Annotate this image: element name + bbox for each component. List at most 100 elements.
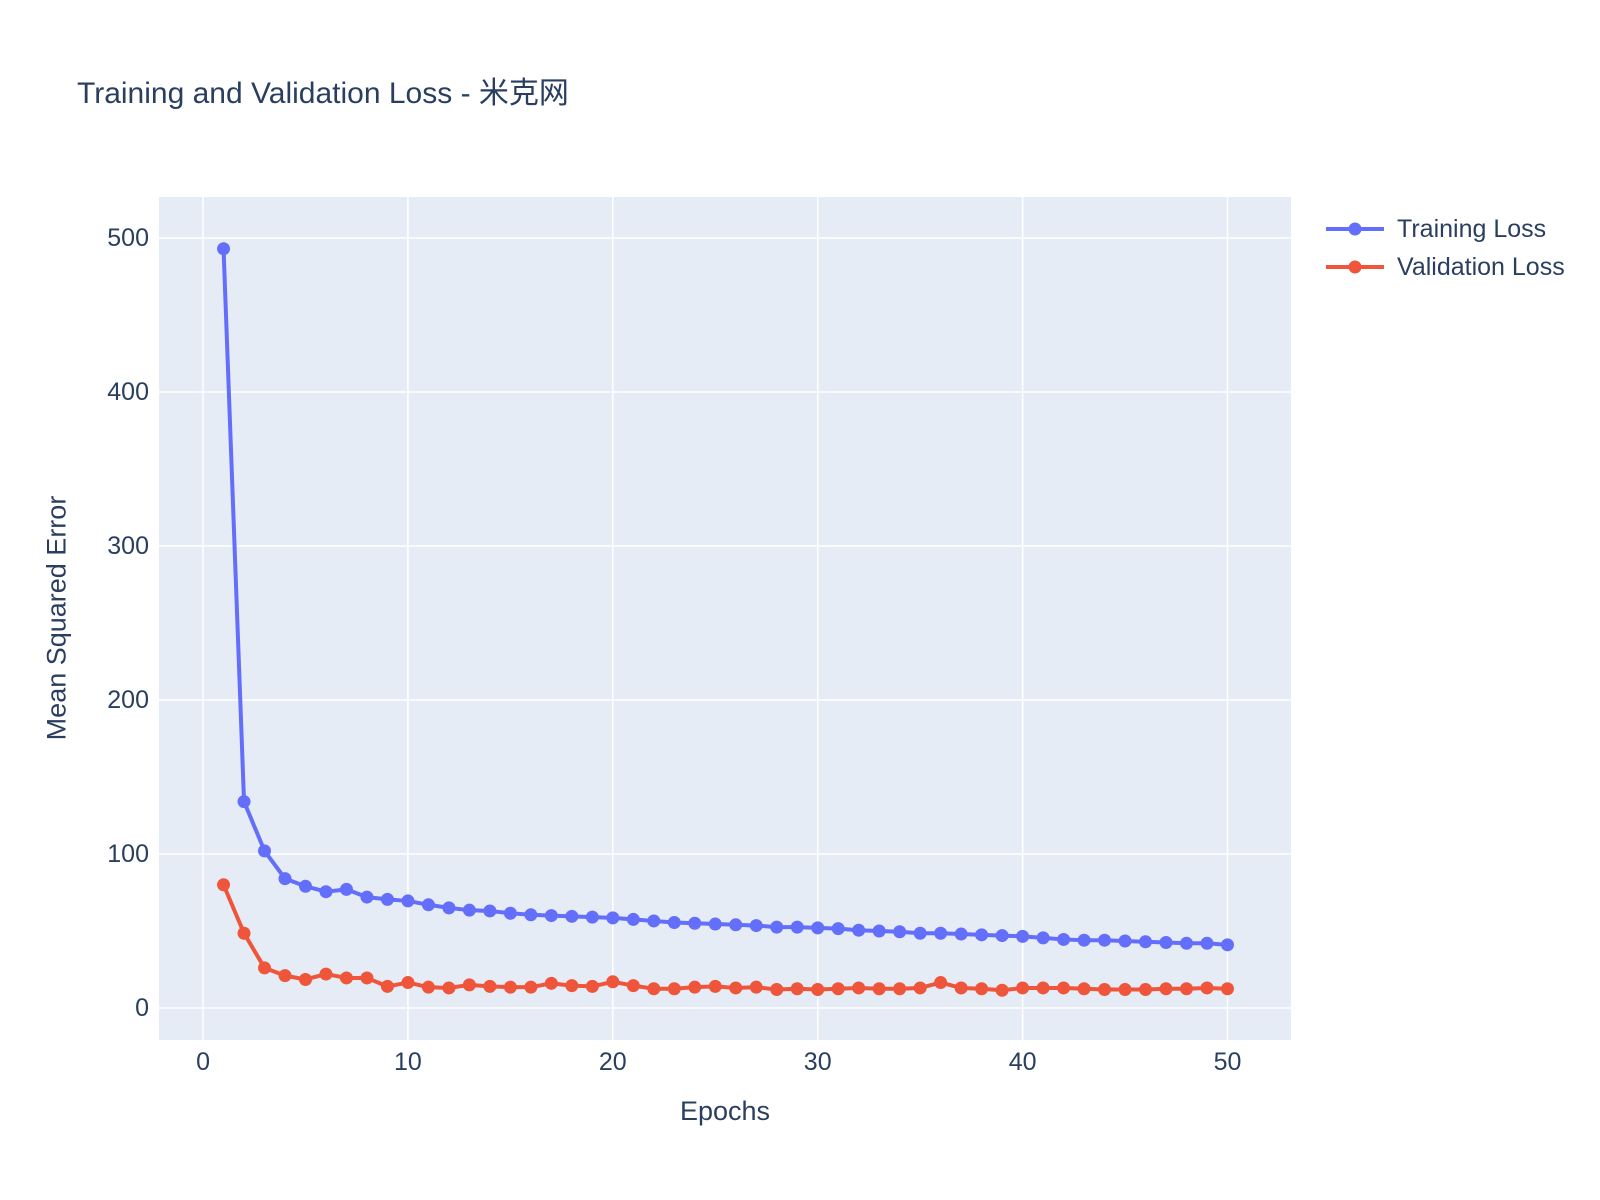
data-point-marker: [217, 878, 231, 892]
data-point-marker: [421, 980, 435, 994]
data-point-marker: [770, 982, 784, 996]
data-point-marker: [503, 980, 517, 994]
x-tick-label: 10: [394, 1048, 422, 1076]
data-point-marker: [913, 981, 927, 995]
data-point-marker: [524, 980, 538, 994]
data-point-marker: [688, 980, 702, 994]
legend: Training Loss Validation Loss: [1325, 210, 1565, 286]
data-point-marker: [975, 982, 989, 996]
data-point-marker: [1016, 981, 1030, 995]
plot-background: [159, 197, 1291, 1040]
y-tick-label: 0: [135, 994, 149, 1022]
data-point-marker: [913, 926, 927, 940]
data-point-marker: [544, 976, 558, 990]
data-point-marker: [442, 981, 456, 995]
data-point-marker: [749, 980, 763, 994]
data-point-marker: [934, 976, 948, 990]
data-point-marker: [893, 982, 907, 996]
x-tick-label: 20: [599, 1048, 627, 1076]
y-tick-label: 500: [107, 224, 149, 252]
data-point-marker: [442, 901, 456, 915]
data-point-marker: [831, 982, 845, 996]
data-point-marker: [872, 924, 886, 938]
data-point-marker: [1159, 936, 1173, 950]
data-point-marker: [237, 795, 251, 809]
legend-label-training-loss: Training Loss: [1397, 214, 1547, 243]
data-point-marker: [503, 906, 517, 920]
data-point-marker: [1220, 982, 1234, 996]
data-point-marker: [298, 879, 312, 893]
data-point-marker: [1139, 935, 1153, 949]
data-point-marker: [852, 923, 866, 937]
training-loss-swatch-icon: [1326, 222, 1384, 236]
data-point-marker: [729, 981, 743, 995]
legend-item-validation-loss[interactable]: Validation Loss: [1325, 248, 1565, 286]
data-point-marker: [667, 982, 681, 996]
x-tick-label: 40: [1009, 1048, 1037, 1076]
data-point-marker: [278, 872, 292, 886]
legend-label-validation-loss: Validation Loss: [1397, 252, 1565, 281]
data-point-marker: [606, 975, 620, 989]
data-point-marker: [483, 904, 497, 918]
data-point-marker: [1036, 981, 1050, 995]
series-markers-validation-loss: [217, 878, 1234, 997]
data-point-marker: [462, 978, 476, 992]
data-point-marker: [1077, 982, 1091, 996]
data-point-marker: [770, 920, 784, 934]
data-point-marker: [1057, 981, 1071, 995]
data-point-marker: [585, 910, 599, 924]
data-point-marker: [729, 918, 743, 932]
data-point-marker: [483, 979, 497, 993]
x-tick-label: 50: [1214, 1048, 1242, 1076]
x-tick-label: 30: [804, 1048, 832, 1076]
legend-item-training-loss[interactable]: Training Loss: [1325, 210, 1565, 248]
data-point-marker: [360, 890, 374, 904]
data-point-marker: [626, 979, 640, 993]
data-point-marker: [258, 961, 272, 975]
data-point-marker: [647, 982, 661, 996]
data-point-marker: [401, 976, 415, 990]
data-point-marker: [401, 894, 415, 908]
data-point-marker: [237, 926, 251, 940]
data-point-marker: [258, 844, 272, 858]
data-point-marker: [954, 927, 968, 941]
validation-loss-swatch-icon: [1326, 260, 1384, 274]
data-point-marker: [995, 929, 1009, 943]
data-point-marker: [1220, 938, 1234, 952]
y-tick-label: 300: [107, 532, 149, 560]
data-point-marker: [462, 903, 476, 917]
data-point-marker: [811, 982, 825, 996]
x-axis-title: Epochs: [679, 1096, 771, 1126]
data-point-marker: [1036, 931, 1050, 945]
y-tick-label: 200: [107, 686, 149, 714]
x-tick-label: 0: [196, 1048, 210, 1076]
data-point-marker: [872, 982, 886, 996]
data-point-marker: [319, 885, 333, 899]
data-point-marker: [380, 979, 394, 993]
data-point-marker: [1118, 934, 1132, 948]
data-point-marker: [380, 892, 394, 906]
data-point-marker: [1118, 982, 1132, 996]
data-point-marker: [1098, 982, 1112, 996]
series-markers-training-loss: [217, 242, 1234, 952]
data-point-marker: [688, 916, 702, 930]
data-point-marker: [278, 969, 292, 983]
data-point-marker: [934, 926, 948, 940]
data-point-marker: [995, 983, 1009, 997]
data-point-marker: [339, 882, 353, 896]
y-tick-label: 100: [107, 840, 149, 868]
data-point-marker: [626, 912, 640, 926]
data-point-marker: [647, 914, 661, 928]
data-point-marker: [954, 981, 968, 995]
data-point-marker: [1139, 982, 1153, 996]
data-point-marker: [831, 922, 845, 936]
data-point-marker: [667, 915, 681, 929]
data-point-marker: [1180, 936, 1194, 950]
data-point-marker: [339, 971, 353, 985]
chart-title: Training and Validation Loss - 米克网: [77, 77, 569, 110]
data-point-marker: [790, 920, 804, 934]
data-point-marker: [852, 981, 866, 995]
data-point-marker: [1098, 933, 1112, 947]
data-point-marker: [1077, 933, 1091, 947]
